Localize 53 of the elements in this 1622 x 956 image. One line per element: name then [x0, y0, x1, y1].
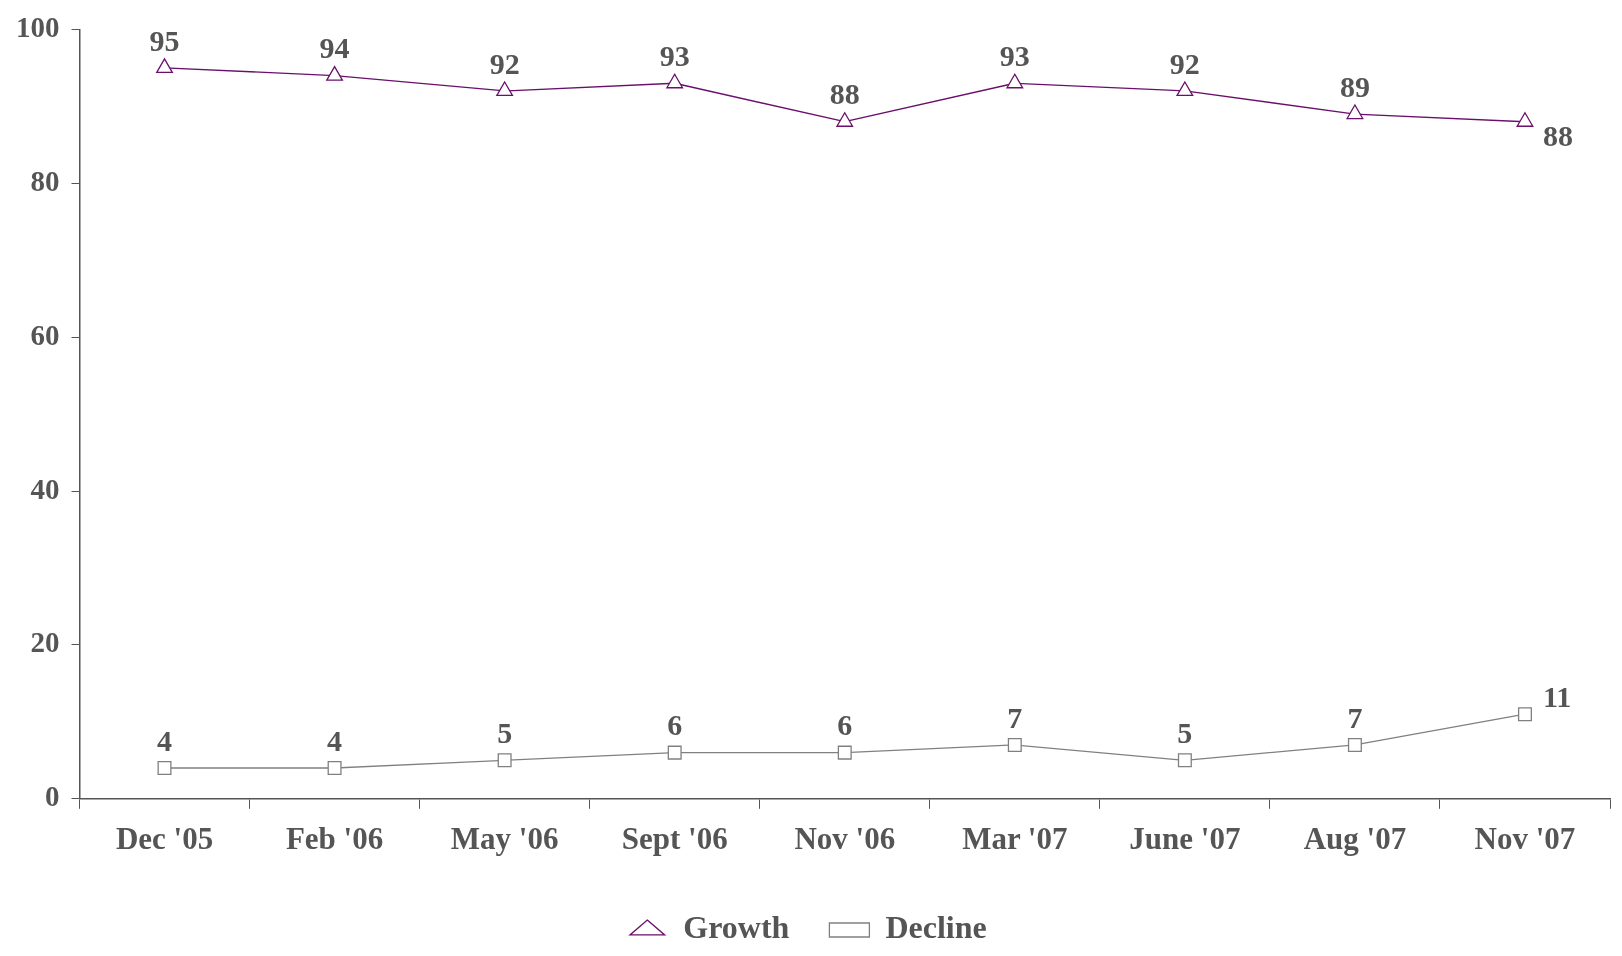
- point: [667, 745, 682, 760]
- point: [836, 112, 854, 127]
- point: [1347, 737, 1362, 752]
- data-label: 5: [497, 716, 513, 750]
- point: [1516, 112, 1534, 127]
- data-label: 89: [1339, 69, 1370, 103]
- y-tick-label: 80: [30, 164, 60, 197]
- point: [327, 761, 342, 776]
- data-label: 92: [1169, 46, 1200, 80]
- y-tick-label: 20: [30, 626, 60, 659]
- point: [326, 65, 344, 81]
- data-label: 7: [1347, 700, 1363, 734]
- data-label: 4: [157, 723, 173, 757]
- point: [837, 745, 852, 760]
- data-label: 92: [489, 46, 520, 80]
- data-label: 93: [659, 39, 690, 73]
- data-label: 95: [149, 23, 180, 57]
- point: [496, 81, 514, 97]
- point: [666, 73, 684, 89]
- y-tick-label: 40: [30, 472, 60, 505]
- data-label: 5: [1177, 716, 1193, 750]
- x-tick-label: June '07: [1129, 821, 1241, 857]
- point: [497, 753, 512, 768]
- point: [157, 761, 172, 776]
- x-tick-label: Feb '06: [285, 821, 384, 857]
- data-label: 6: [837, 708, 853, 742]
- x-tick-label: Aug '07: [1303, 821, 1407, 857]
- data-label: 94: [319, 31, 350, 65]
- x-tick-label: Nov '06: [794, 821, 896, 857]
- point: [1006, 73, 1024, 89]
- y-tick-label: 60: [30, 318, 60, 351]
- data-label: 4: [327, 723, 343, 757]
- data-label: 88: [1542, 119, 1573, 153]
- x-tick-label: Sept '06: [621, 821, 728, 857]
- data-label: 7: [1007, 700, 1023, 734]
- point: [1517, 707, 1532, 722]
- x-tick-label: Dec '05: [115, 821, 214, 857]
- point: [1007, 737, 1022, 752]
- data-label: 6: [667, 708, 683, 742]
- data-label: 11: [1542, 679, 1572, 713]
- point: [1177, 753, 1192, 768]
- data-label: 88: [829, 77, 860, 111]
- data-label: 93: [999, 39, 1030, 73]
- point: [1176, 81, 1194, 97]
- legend-label: Growth: [683, 909, 790, 946]
- x-tick-label: May '06: [450, 821, 559, 857]
- x-tick-label: Nov '07: [1474, 821, 1576, 857]
- point: [1346, 104, 1364, 120]
- x-tick-label: Mar '07: [962, 821, 1068, 857]
- y-tick-label: 100: [16, 10, 60, 43]
- y-tick-label: 0: [45, 780, 60, 813]
- legend-label: Decline: [885, 909, 987, 946]
- point: [156, 58, 173, 74]
